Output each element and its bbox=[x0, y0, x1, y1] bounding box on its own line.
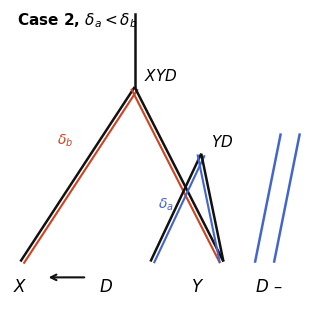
Text: $\mathit{XYD}$: $\mathit{XYD}$ bbox=[144, 68, 178, 84]
Text: Case 2, $\delta_a < \delta_b$: Case 2, $\delta_a < \delta_b$ bbox=[17, 11, 138, 30]
Text: $\delta_a$: $\delta_a$ bbox=[158, 196, 174, 212]
Text: $\mathit{YD}$: $\mathit{YD}$ bbox=[211, 134, 233, 150]
Text: $\mathit{Y}$: $\mathit{Y}$ bbox=[191, 278, 205, 296]
Text: $\mathit{X}$: $\mathit{X}$ bbox=[13, 278, 28, 296]
Text: $\mathit{D}$ –: $\mathit{D}$ – bbox=[255, 278, 283, 296]
Text: $\mathit{D}$: $\mathit{D}$ bbox=[99, 278, 113, 296]
Text: $\delta_b$: $\delta_b$ bbox=[57, 133, 73, 149]
